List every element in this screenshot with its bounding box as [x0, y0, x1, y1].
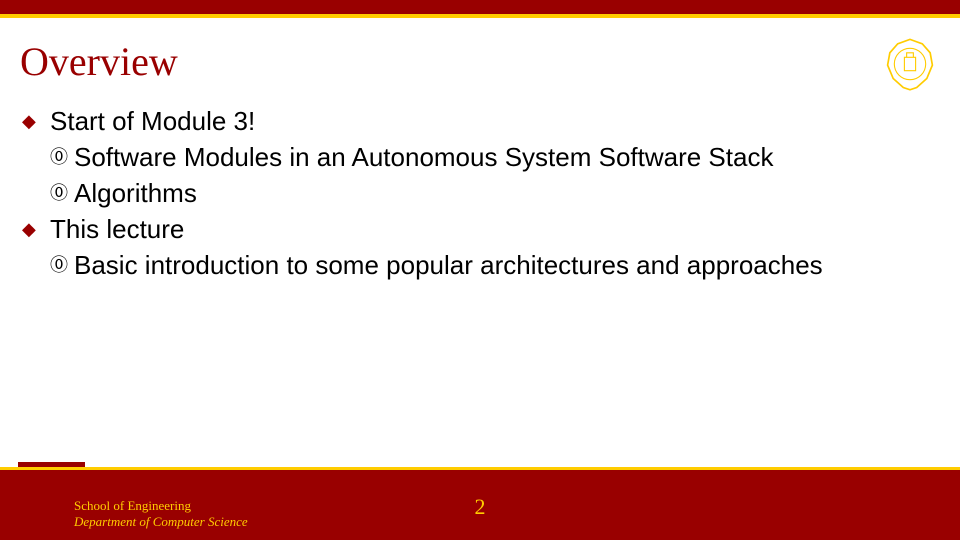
footer-bar: School of Engineering Department of Comp… [0, 470, 960, 540]
circled-bullet-icon: ⓪ [50, 248, 74, 282]
top-bar [0, 0, 960, 14]
page-title: Overview [20, 38, 178, 85]
bullet-level2: ⓪ Software Modules in an Autonomous Syst… [50, 140, 930, 174]
bullet-text: Start of Module 3! [50, 104, 255, 138]
bullet-level2: ⓪ Algorithms [50, 176, 930, 210]
gold-line [0, 14, 960, 18]
bullet-text: Software Modules in an Autonomous System… [74, 140, 773, 174]
circled-bullet-icon: ⓪ [50, 140, 74, 174]
bullet-level1: ◆ This lecture [20, 212, 930, 246]
bullet-text: Basic introduction to some popular archi… [74, 248, 823, 282]
usc-seal-icon [882, 36, 938, 92]
footer-subline-1: School of Engineering [74, 498, 248, 514]
footer-subline-2: Department of Computer Science [74, 514, 248, 530]
bullet-text: Algorithms [74, 176, 197, 210]
diamond-bullet-icon: ◆ [20, 104, 50, 138]
circled-bullet-icon: ⓪ [50, 176, 74, 210]
bullet-level2: ⓪ Basic introduction to some popular arc… [50, 248, 930, 282]
bullet-level1: ◆ Start of Module 3! [20, 104, 930, 138]
content-area: ◆ Start of Module 3! ⓪ Software Modules … [20, 104, 930, 284]
bullet-text: This lecture [50, 212, 184, 246]
diamond-bullet-icon: ◆ [20, 212, 50, 246]
page-number: 2 [475, 494, 486, 520]
slide: Overview ◆ Start of Module 3! ⓪ Software… [0, 0, 960, 540]
footer-sublines: School of Engineering Department of Comp… [74, 498, 248, 530]
